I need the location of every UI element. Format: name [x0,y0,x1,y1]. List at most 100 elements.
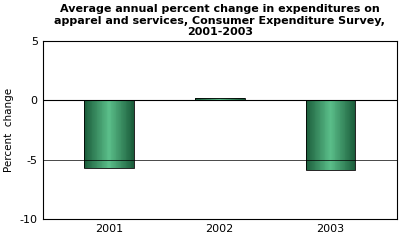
Bar [211,98,212,100]
Bar [225,98,226,100]
Bar [326,100,327,170]
Bar [228,98,229,100]
Title: Average annual percent change in expenditures on
apparel and services, Consumer : Average annual percent change in expendi… [54,4,385,37]
Bar [316,100,317,170]
Bar [317,100,318,170]
Bar [218,98,219,100]
Bar [338,100,339,170]
Bar [322,100,323,170]
Bar [306,100,355,170]
Bar [315,100,316,170]
Bar [239,98,240,100]
Bar [335,100,336,170]
Bar [219,98,220,100]
Bar [213,98,214,100]
Bar [92,100,93,168]
Bar [125,100,126,168]
Bar [244,98,245,100]
Bar [132,100,133,168]
Bar [235,98,236,100]
Bar [206,98,207,100]
Bar [117,100,118,168]
Bar [127,100,128,168]
Bar [220,98,221,100]
Bar [351,100,352,170]
Bar [344,100,345,170]
Bar [331,100,332,170]
Bar [122,100,123,168]
Bar [124,100,125,168]
Bar [328,100,329,170]
Bar [327,100,328,170]
Bar [243,98,244,100]
Bar [114,100,115,168]
Bar [318,100,319,170]
Y-axis label: Percent  change: Percent change [4,88,14,172]
Bar [329,100,330,170]
Bar [237,98,238,100]
Bar [126,100,127,168]
Bar [203,98,204,100]
Bar [337,100,338,170]
Bar [323,100,324,170]
Bar [119,100,120,168]
Bar [242,98,243,100]
Bar [307,100,308,170]
Bar [89,100,90,168]
Bar [226,98,227,100]
Bar [319,100,320,170]
Bar [217,98,218,100]
Bar [131,100,132,168]
Bar [109,100,110,168]
Bar [231,98,232,100]
Bar [113,100,114,168]
Bar [227,98,228,100]
Bar [222,98,223,100]
Bar [332,100,333,170]
Bar [343,100,344,170]
Bar [84,100,134,168]
Bar [215,98,216,100]
Bar [308,100,309,170]
Bar [116,100,117,168]
Bar [195,98,196,100]
Bar [133,100,134,168]
Bar [130,100,131,168]
Bar [121,100,122,168]
Bar [353,100,354,170]
Bar [120,100,121,168]
Bar [98,100,99,168]
Bar [90,100,91,168]
Bar [97,100,98,168]
Bar [310,100,311,170]
Bar [347,100,348,170]
Bar [95,100,96,168]
Bar [93,100,94,168]
Bar [112,100,113,168]
Bar [350,100,351,170]
Bar [209,98,210,100]
Bar [230,98,231,100]
Bar [321,100,322,170]
Bar [314,100,315,170]
Bar [118,100,119,168]
Bar [96,100,97,168]
Bar [320,100,321,170]
Bar [101,100,102,168]
Bar [198,98,199,100]
Bar [330,100,331,170]
Bar [102,100,103,168]
Bar [123,100,124,168]
Bar [342,100,343,170]
Bar [94,100,95,168]
Bar [201,98,202,100]
Bar [349,100,350,170]
Bar [86,100,87,168]
Bar [340,100,341,170]
Bar [204,98,205,100]
Bar [110,100,111,168]
Bar [223,98,224,100]
Bar [224,98,225,100]
Bar [341,100,342,170]
Bar [354,100,355,170]
